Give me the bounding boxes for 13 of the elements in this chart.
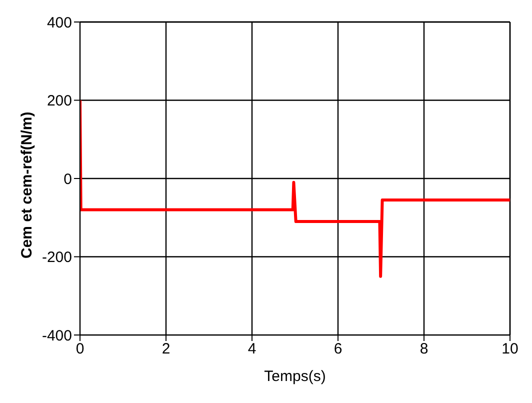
x-tick-label: 6 xyxy=(334,340,342,358)
y-axis-title: Cem et cem-ref(N/m) xyxy=(18,112,36,258)
x-tick-label: 8 xyxy=(420,340,428,358)
y-tick-label: 200 xyxy=(46,92,72,110)
x-tick-label: 10 xyxy=(502,340,518,358)
y-tick-label: -200 xyxy=(42,249,72,266)
y-tick-label: -400 xyxy=(42,327,72,344)
x-tick-label: 4 xyxy=(248,340,256,358)
x-tick-label: 2 xyxy=(162,340,170,358)
x-tick-label: 0 xyxy=(76,340,84,358)
y-tick-label: 0 xyxy=(64,170,72,188)
y-tick-label: 400 xyxy=(46,14,72,32)
x-axis-title: Temps(s) xyxy=(264,368,326,385)
